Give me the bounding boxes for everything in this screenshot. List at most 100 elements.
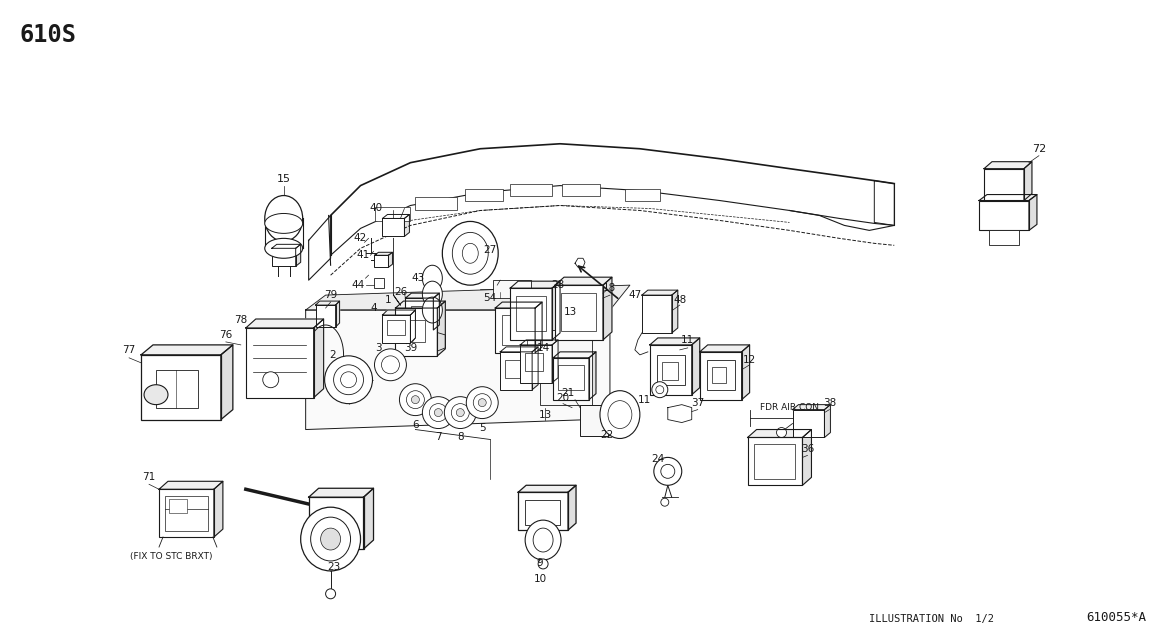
- Bar: [141, 355, 221, 420]
- Polygon shape: [824, 404, 831, 438]
- Ellipse shape: [310, 517, 350, 561]
- Text: 43: 43: [412, 273, 425, 283]
- Bar: [792, 410, 824, 438]
- Text: 22: 22: [600, 429, 614, 440]
- Polygon shape: [1029, 195, 1037, 230]
- Bar: [707, 360, 735, 390]
- Circle shape: [661, 498, 669, 506]
- Text: 76: 76: [219, 330, 232, 340]
- Text: 37: 37: [691, 397, 705, 408]
- Bar: [466, 188, 503, 201]
- Polygon shape: [803, 429, 811, 485]
- Circle shape: [263, 372, 279, 388]
- Text: 9: 9: [537, 558, 544, 568]
- Bar: [988, 230, 1019, 246]
- Bar: [396, 308, 438, 356]
- Polygon shape: [411, 310, 415, 343]
- Polygon shape: [552, 281, 560, 340]
- Polygon shape: [510, 281, 560, 288]
- Text: 78: 78: [235, 315, 247, 325]
- Polygon shape: [405, 215, 410, 237]
- Text: 71: 71: [142, 472, 155, 482]
- Circle shape: [375, 349, 406, 381]
- Text: 13: 13: [538, 410, 552, 420]
- Polygon shape: [700, 345, 749, 352]
- Bar: [555, 285, 603, 340]
- Text: 41: 41: [357, 250, 370, 260]
- Text: 36: 36: [801, 444, 815, 454]
- Bar: [553, 358, 589, 399]
- Polygon shape: [159, 481, 223, 489]
- Bar: [662, 362, 678, 379]
- Polygon shape: [306, 310, 610, 429]
- Polygon shape: [438, 301, 446, 356]
- Bar: [169, 499, 187, 513]
- Ellipse shape: [265, 213, 302, 233]
- Ellipse shape: [422, 281, 442, 307]
- Bar: [156, 370, 198, 408]
- Circle shape: [652, 382, 668, 397]
- Circle shape: [656, 386, 664, 394]
- Bar: [748, 438, 803, 485]
- Polygon shape: [364, 488, 373, 549]
- Polygon shape: [692, 338, 700, 395]
- Text: 79: 79: [324, 290, 337, 300]
- Bar: [502, 315, 527, 345]
- Text: 3: 3: [375, 343, 382, 353]
- Text: 1: 1: [385, 295, 392, 305]
- Bar: [165, 496, 208, 531]
- Text: 44: 44: [352, 280, 365, 290]
- Circle shape: [324, 356, 372, 404]
- Bar: [518, 492, 568, 530]
- Text: 77: 77: [123, 345, 135, 355]
- Polygon shape: [1023, 162, 1032, 201]
- Ellipse shape: [608, 401, 631, 429]
- Polygon shape: [552, 340, 558, 383]
- Bar: [558, 365, 584, 390]
- Text: 47: 47: [628, 290, 642, 300]
- Circle shape: [776, 428, 787, 438]
- Circle shape: [445, 397, 476, 429]
- Circle shape: [434, 408, 442, 417]
- Ellipse shape: [525, 520, 561, 560]
- Text: FDR AIR CON: FDR AIR CON: [760, 403, 819, 412]
- Bar: [984, 169, 1023, 201]
- Circle shape: [406, 391, 425, 408]
- Polygon shape: [405, 293, 439, 298]
- Text: 39: 39: [404, 343, 417, 353]
- Circle shape: [474, 394, 491, 412]
- Text: 6: 6: [412, 420, 419, 429]
- Ellipse shape: [422, 265, 442, 291]
- Polygon shape: [383, 215, 410, 219]
- Bar: [272, 248, 295, 266]
- Polygon shape: [314, 319, 323, 397]
- Polygon shape: [141, 345, 233, 355]
- Circle shape: [334, 365, 364, 395]
- Circle shape: [538, 559, 548, 569]
- Polygon shape: [246, 319, 323, 328]
- Bar: [246, 328, 314, 397]
- Polygon shape: [383, 310, 415, 315]
- Bar: [525, 500, 560, 525]
- Circle shape: [341, 372, 357, 388]
- Bar: [624, 188, 659, 201]
- Polygon shape: [642, 290, 678, 295]
- Polygon shape: [315, 301, 340, 305]
- Polygon shape: [295, 244, 301, 266]
- Ellipse shape: [442, 221, 498, 285]
- Polygon shape: [650, 338, 700, 345]
- Bar: [376, 208, 411, 221]
- Polygon shape: [396, 301, 446, 308]
- Bar: [650, 345, 692, 395]
- Circle shape: [456, 408, 464, 417]
- Text: 18: 18: [603, 283, 616, 293]
- Polygon shape: [555, 277, 612, 285]
- Ellipse shape: [265, 238, 302, 258]
- Circle shape: [422, 397, 454, 429]
- Bar: [712, 367, 726, 383]
- Bar: [375, 278, 384, 288]
- Text: 38: 38: [823, 397, 836, 408]
- Polygon shape: [536, 302, 543, 353]
- Polygon shape: [979, 195, 1037, 201]
- Ellipse shape: [462, 244, 478, 263]
